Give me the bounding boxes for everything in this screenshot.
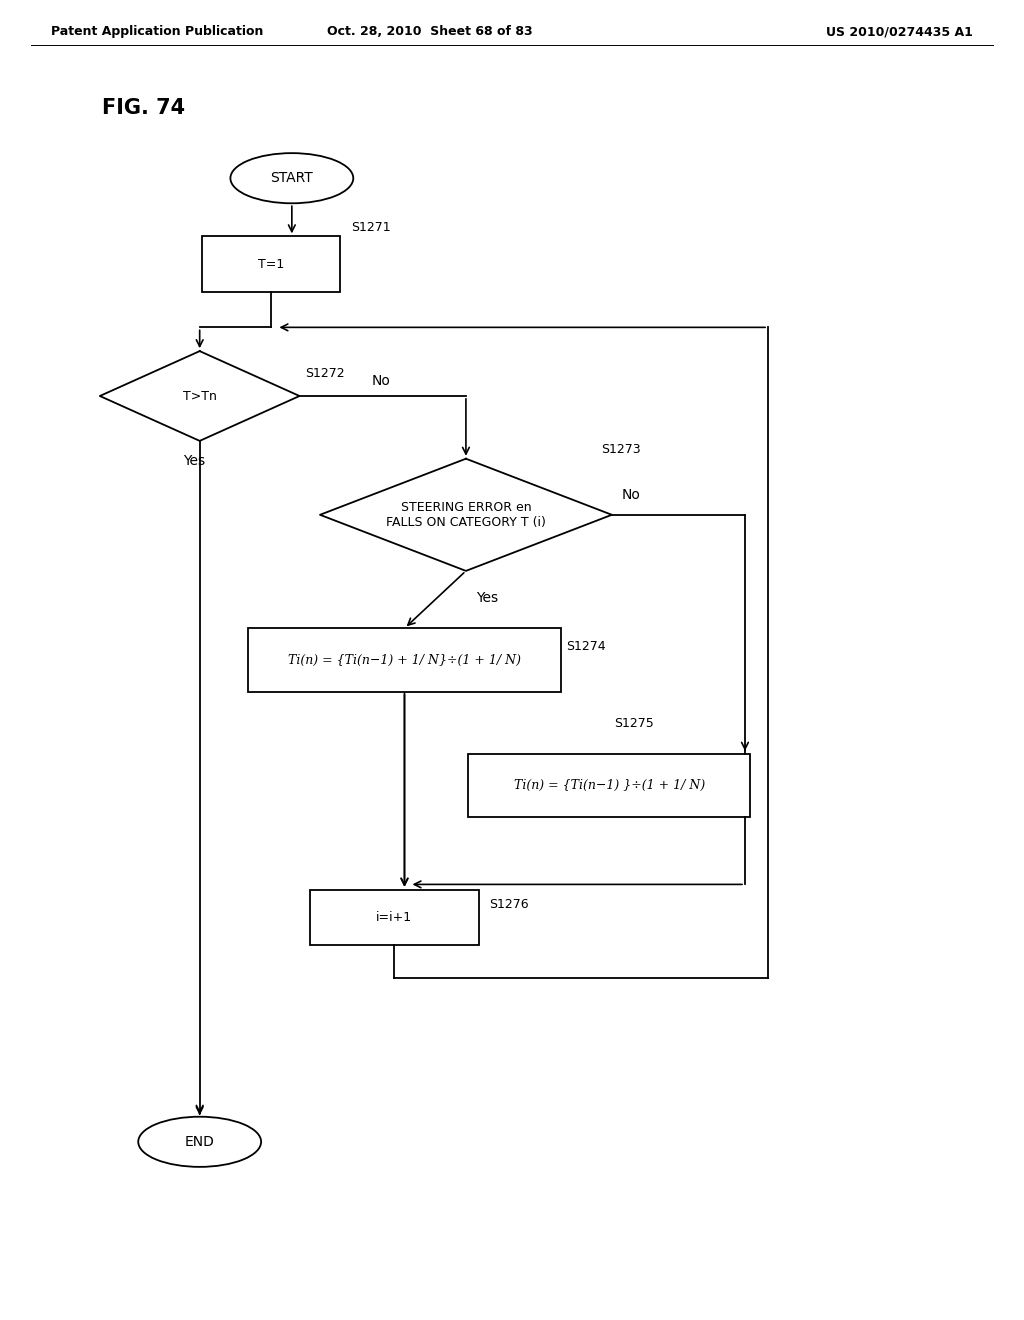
- Text: S1272: S1272: [305, 367, 344, 380]
- Bar: [249, 628, 561, 692]
- Text: S1275: S1275: [614, 717, 654, 730]
- Text: S1271: S1271: [350, 220, 390, 234]
- Text: Patent Application Publication: Patent Application Publication: [51, 25, 263, 38]
- Text: Oct. 28, 2010  Sheet 68 of 83: Oct. 28, 2010 Sheet 68 of 83: [328, 25, 532, 38]
- Text: Yes: Yes: [183, 454, 206, 469]
- Text: START: START: [270, 172, 313, 185]
- Bar: [203, 236, 340, 292]
- Text: Ti(n) = {Ti(n−1) }÷(1 + 1/ N): Ti(n) = {Ti(n−1) }÷(1 + 1/ N): [514, 779, 705, 792]
- Text: S1273: S1273: [602, 444, 641, 457]
- Bar: [309, 890, 479, 945]
- Text: T=1: T=1: [258, 257, 285, 271]
- Text: US 2010/0274435 A1: US 2010/0274435 A1: [826, 25, 973, 38]
- Text: Ti(n) = {Ti(n−1) + 1/ N}÷(1 + 1/ N): Ti(n) = {Ti(n−1) + 1/ N}÷(1 + 1/ N): [288, 653, 521, 667]
- Text: No: No: [371, 374, 390, 388]
- Text: No: No: [623, 488, 641, 502]
- Text: S1274: S1274: [565, 640, 605, 653]
- Text: S1276: S1276: [489, 898, 528, 911]
- Bar: [468, 754, 750, 817]
- Text: END: END: [184, 1135, 215, 1148]
- Text: i=i+1: i=i+1: [376, 911, 413, 924]
- Text: T>Tn: T>Tn: [182, 389, 217, 403]
- Text: FIG. 74: FIG. 74: [102, 98, 185, 117]
- Text: STEERING ERROR en
FALLS ON CATEGORY T (i): STEERING ERROR en FALLS ON CATEGORY T (i…: [386, 500, 546, 529]
- Text: Yes: Yes: [476, 591, 499, 605]
